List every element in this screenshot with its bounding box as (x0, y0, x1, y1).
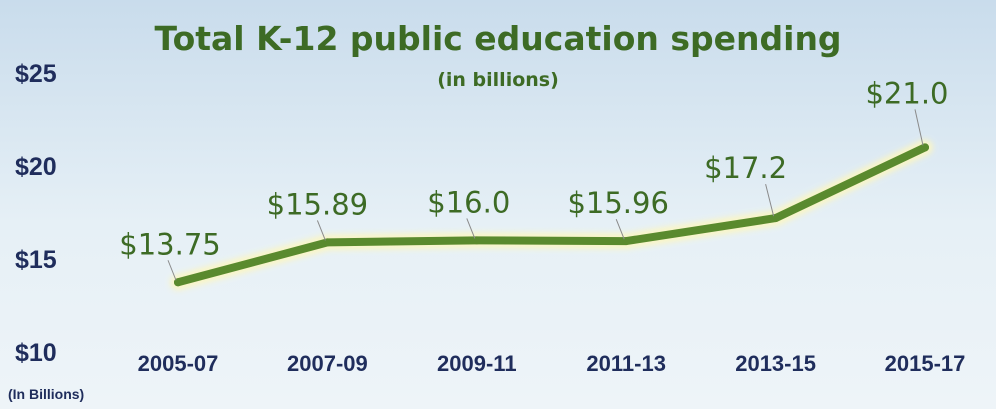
data-labels: $13.75 $15.89 $16.0 $15.96 $17.2 $21.0 (119, 76, 949, 281)
data-label-leader (316, 220, 326, 241)
data-label-leader (167, 260, 177, 281)
y-axis: $10 $15 $20 $25 (15, 60, 57, 367)
y-tick-label: $15 (15, 246, 57, 274)
data-label: $15.89 (267, 187, 368, 221)
data-label: $13.75 (119, 227, 220, 261)
data-label-leader (914, 109, 924, 146)
x-tick-label: 2011-13 (586, 351, 666, 376)
y-tick-label: $20 (15, 153, 57, 181)
x-axis: 2005-07 2007-09 2009-11 2011-13 2013-15 2015-… (138, 351, 966, 376)
y-tick-label: $10 (15, 339, 57, 367)
data-point (174, 278, 182, 287)
data-label-leader (615, 218, 625, 240)
series-line (174, 143, 929, 287)
data-label-leader (765, 183, 775, 217)
chart-title: Total K-12 public education spending (154, 19, 841, 58)
data-label: $17.2 (704, 151, 787, 185)
y-axis-unit-label: (In Billions) (8, 386, 84, 402)
chart-subtitle: (in billions) (437, 69, 559, 91)
data-point (921, 143, 929, 152)
x-tick-label: 2005-07 (138, 351, 219, 376)
x-tick-label: 2013-15 (735, 351, 816, 376)
data-label: $16.0 (427, 185, 510, 219)
data-label: $15.96 (567, 186, 668, 220)
x-tick-label: 2007-09 (287, 351, 368, 376)
x-tick-label: 2009-11 (437, 351, 517, 376)
y-tick-label: $25 (15, 60, 57, 88)
data-point (771, 214, 780, 223)
data-label: $21.0 (865, 76, 948, 110)
data-label-leader (466, 218, 476, 239)
x-tick-label: 2015-17 (885, 351, 966, 376)
